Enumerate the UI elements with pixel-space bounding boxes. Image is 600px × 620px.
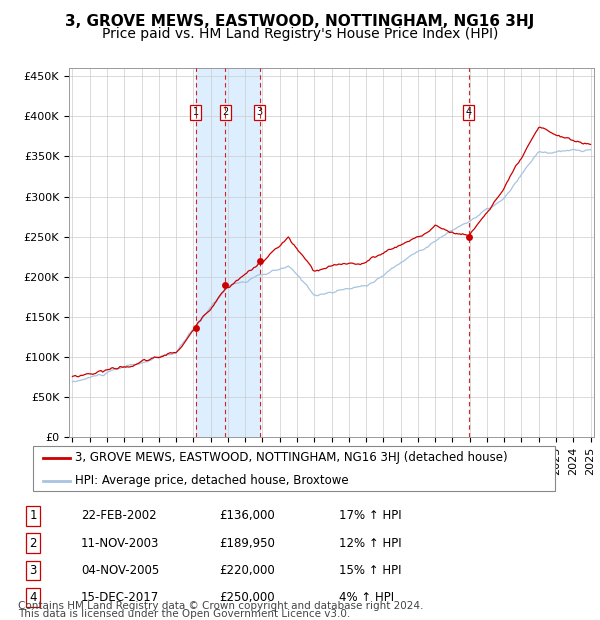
- Text: £250,000: £250,000: [219, 591, 275, 604]
- Text: HPI: Average price, detached house, Broxtowe: HPI: Average price, detached house, Brox…: [75, 474, 349, 487]
- Text: 1: 1: [29, 510, 37, 522]
- Text: 3, GROVE MEWS, EASTWOOD, NOTTINGHAM, NG16 3HJ (detached house): 3, GROVE MEWS, EASTWOOD, NOTTINGHAM, NG1…: [75, 451, 508, 464]
- Text: 11-NOV-2003: 11-NOV-2003: [81, 537, 160, 549]
- Text: 3, GROVE MEWS, EASTWOOD, NOTTINGHAM, NG16 3HJ: 3, GROVE MEWS, EASTWOOD, NOTTINGHAM, NG1…: [65, 14, 535, 29]
- Text: This data is licensed under the Open Government Licence v3.0.: This data is licensed under the Open Gov…: [18, 609, 350, 619]
- Text: 4% ↑ HPI: 4% ↑ HPI: [339, 591, 394, 604]
- Text: 2: 2: [223, 107, 229, 117]
- FancyBboxPatch shape: [32, 446, 556, 491]
- Text: Contains HM Land Registry data © Crown copyright and database right 2024.: Contains HM Land Registry data © Crown c…: [18, 601, 424, 611]
- Text: £136,000: £136,000: [219, 510, 275, 522]
- Text: 3: 3: [29, 564, 37, 577]
- Text: 2: 2: [29, 537, 37, 549]
- Text: Price paid vs. HM Land Registry's House Price Index (HPI): Price paid vs. HM Land Registry's House …: [102, 27, 498, 41]
- Text: 22-FEB-2002: 22-FEB-2002: [81, 510, 157, 522]
- Text: 15% ↑ HPI: 15% ↑ HPI: [339, 564, 401, 577]
- Text: 4: 4: [466, 107, 472, 117]
- Text: 12% ↑ HPI: 12% ↑ HPI: [339, 537, 401, 549]
- Text: £189,950: £189,950: [219, 537, 275, 549]
- Text: 3: 3: [257, 107, 263, 117]
- Text: £220,000: £220,000: [219, 564, 275, 577]
- Text: 04-NOV-2005: 04-NOV-2005: [81, 564, 159, 577]
- Text: 15-DEC-2017: 15-DEC-2017: [81, 591, 159, 604]
- Text: 1: 1: [193, 107, 199, 117]
- Text: 17% ↑ HPI: 17% ↑ HPI: [339, 510, 401, 522]
- Text: 4: 4: [29, 591, 37, 604]
- Bar: [196, 68, 260, 437]
